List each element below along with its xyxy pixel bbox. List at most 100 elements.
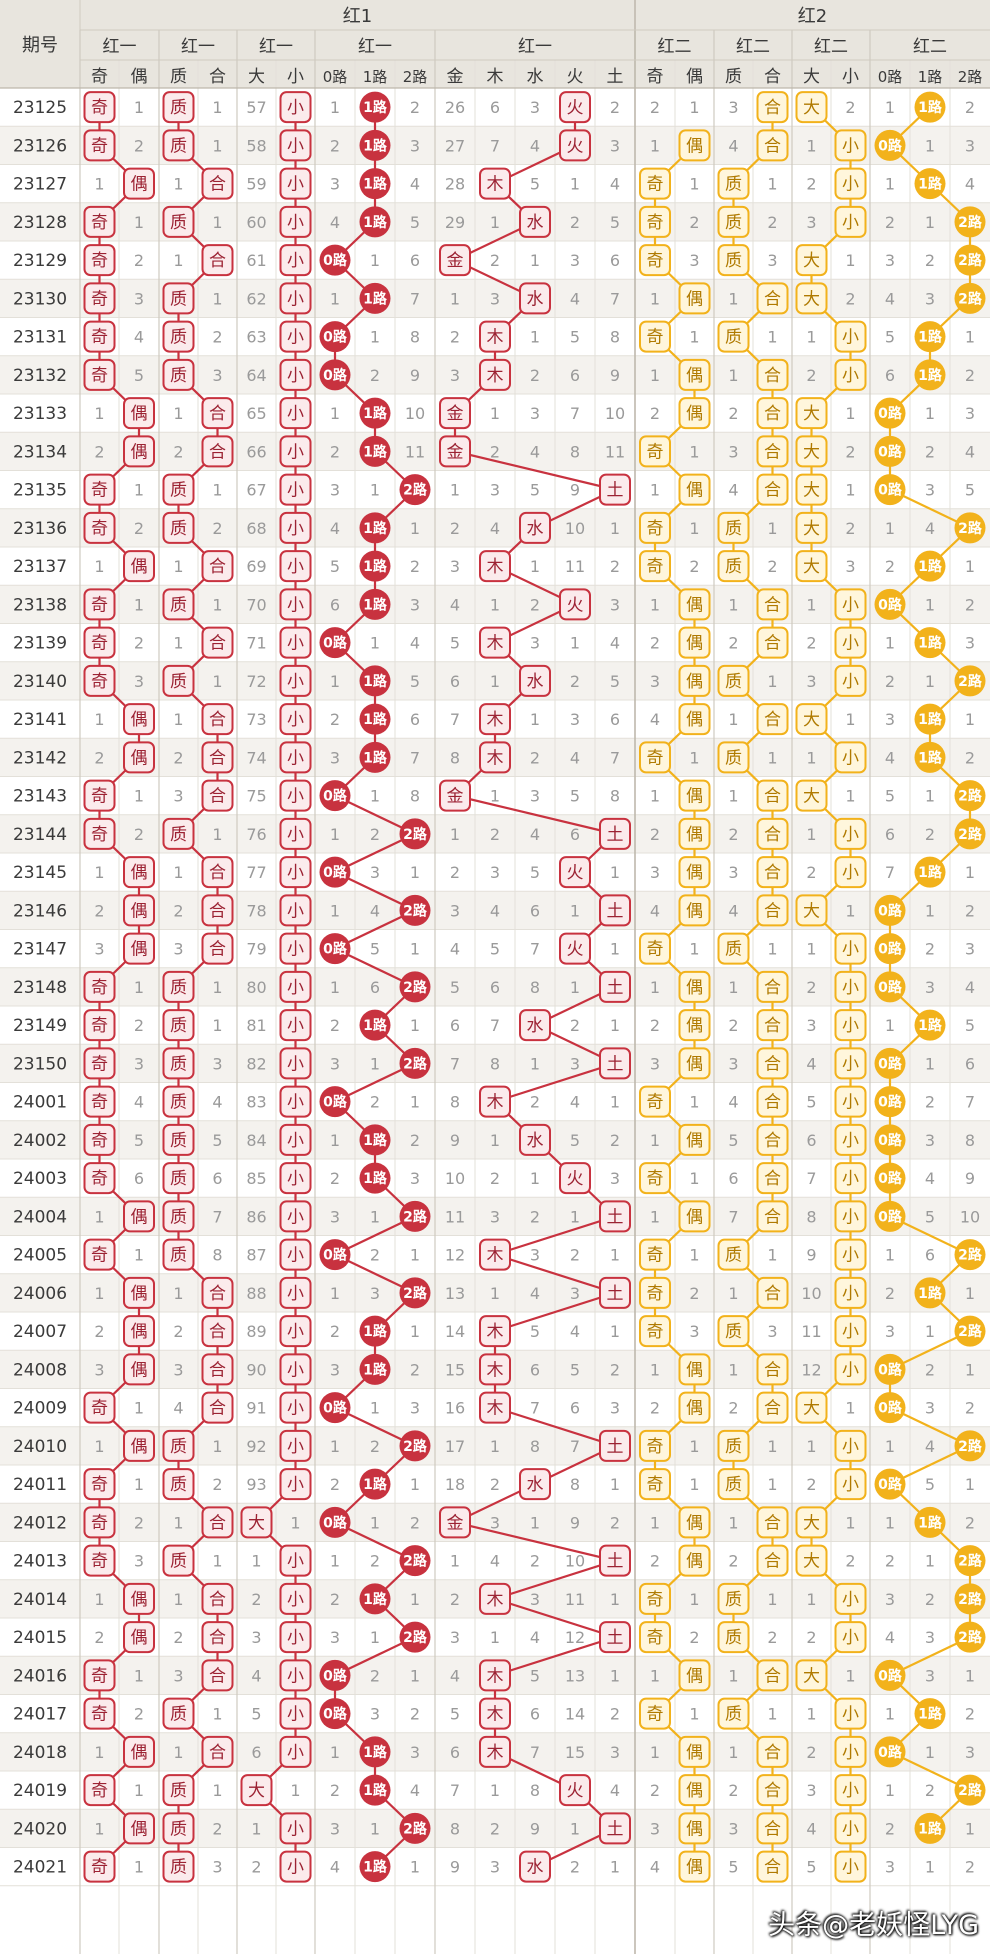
hit-marker xyxy=(834,1582,867,1615)
period-label: 24021 xyxy=(13,1858,67,1878)
hit-label: 木 xyxy=(487,1666,504,1686)
miss-count: 4 xyxy=(965,175,975,194)
period-label: 23142 xyxy=(13,748,67,768)
hit-marker xyxy=(83,1697,116,1730)
miss-count: 2 xyxy=(370,366,380,385)
period-label: 24001 xyxy=(13,1093,67,1113)
column-label: 合 xyxy=(764,67,781,87)
miss-count: 1 xyxy=(330,1743,340,1762)
hit-marker xyxy=(559,856,591,889)
hit-label: 1路 xyxy=(363,673,388,690)
hit-label: 合 xyxy=(209,1399,226,1419)
miss-count: 1 xyxy=(570,634,580,653)
hit-label: 合 xyxy=(764,1819,781,1839)
hit-marker xyxy=(201,244,234,277)
hit-marker xyxy=(599,473,631,506)
hit-label: 金 xyxy=(447,404,464,424)
hit-label: 质 xyxy=(725,1705,742,1725)
period-label: 23132 xyxy=(13,366,67,386)
miss-count: 3 xyxy=(134,672,144,691)
hit-label: 1路 xyxy=(918,864,943,881)
miss-count: 1 xyxy=(965,557,975,576)
column-label: 大 xyxy=(248,67,265,87)
period-label: 23135 xyxy=(13,481,67,501)
miss-count: 1 xyxy=(965,328,975,347)
hit-label: 质 xyxy=(170,1781,187,1801)
miss-count: 2 xyxy=(370,825,380,844)
miss-count: 77 xyxy=(246,863,266,882)
hit-label: 合 xyxy=(209,748,226,768)
miss-count: 2 xyxy=(330,1169,340,1188)
hit-marker xyxy=(479,1659,511,1692)
hit-marker xyxy=(834,1812,867,1845)
hit-label: 水 xyxy=(527,213,544,233)
miss-count: 1 xyxy=(689,748,699,767)
hit-label: 质 xyxy=(170,481,187,501)
subgroup-title: 红一 xyxy=(259,37,293,57)
hit-marker xyxy=(874,435,906,467)
hit-label: 小 xyxy=(842,1169,859,1189)
hit-label: 质 xyxy=(725,1246,742,1266)
miss-count: 1 xyxy=(885,1513,895,1532)
hit-marker xyxy=(717,511,750,544)
hit-label: 小 xyxy=(287,595,304,615)
hit-label: 小 xyxy=(287,366,304,386)
hit-marker xyxy=(279,511,312,544)
hit-label: 质 xyxy=(725,519,742,539)
hit-label: 小 xyxy=(287,442,304,462)
subgroup-title: 红二 xyxy=(913,37,947,57)
hit-marker xyxy=(83,1774,116,1807)
hit-label: 火 xyxy=(567,863,584,883)
hit-marker xyxy=(639,1621,671,1654)
miss-count: 28 xyxy=(445,175,465,194)
miss-count: 1 xyxy=(965,1475,975,1494)
miss-count: 13 xyxy=(445,1284,465,1303)
hit-label: 质 xyxy=(170,1054,187,1074)
miss-count: 1 xyxy=(806,328,816,347)
hit-marker xyxy=(359,1124,391,1156)
hit-label: 火 xyxy=(567,595,584,615)
miss-count: 1 xyxy=(767,1437,777,1456)
miss-count: 1 xyxy=(689,1169,699,1188)
hit-marker xyxy=(279,397,312,430)
miss-count: 2 xyxy=(134,251,144,270)
hit-marker xyxy=(162,1200,195,1233)
miss-count: 6 xyxy=(490,978,500,997)
miss-count: 7 xyxy=(450,1781,460,1800)
miss-count: 2 xyxy=(450,328,460,347)
hit-label: 小 xyxy=(287,672,304,692)
hit-label: 奇 xyxy=(91,1131,108,1151)
hit-marker xyxy=(678,473,711,506)
miss-count: 1 xyxy=(885,1016,895,1035)
miss-count: 3 xyxy=(134,1054,144,1073)
hit-marker xyxy=(678,1123,711,1156)
hit-marker xyxy=(717,1429,750,1462)
column-label: 2路 xyxy=(958,68,983,86)
hit-label: 土 xyxy=(607,481,624,501)
hit-marker xyxy=(201,550,234,583)
hit-marker xyxy=(123,397,155,430)
hit-marker xyxy=(279,894,312,927)
hit-label: 合 xyxy=(764,825,781,845)
miss-count: 3 xyxy=(610,1169,620,1188)
hit-marker xyxy=(834,167,867,200)
hit-label: 偶 xyxy=(686,1819,703,1839)
miss-count: 2 xyxy=(925,442,935,461)
hit-marker xyxy=(834,129,867,162)
hit-marker xyxy=(954,244,986,276)
hit-label: 1路 xyxy=(918,558,943,575)
column-label: 质 xyxy=(725,67,742,87)
miss-count: 63 xyxy=(246,328,266,347)
miss-count: 1 xyxy=(650,787,660,806)
hit-label: 木 xyxy=(487,328,504,348)
miss-count: 3 xyxy=(410,1169,420,1188)
miss-count: 1 xyxy=(925,136,935,155)
miss-count: 1 xyxy=(806,1590,816,1609)
miss-count: 2 xyxy=(728,825,738,844)
hit-marker xyxy=(678,1774,711,1807)
hit-marker xyxy=(162,1812,195,1845)
hit-marker xyxy=(954,818,986,850)
hit-marker xyxy=(756,1353,789,1386)
miss-count: 79 xyxy=(246,940,266,959)
hit-label: 水 xyxy=(527,1858,544,1878)
